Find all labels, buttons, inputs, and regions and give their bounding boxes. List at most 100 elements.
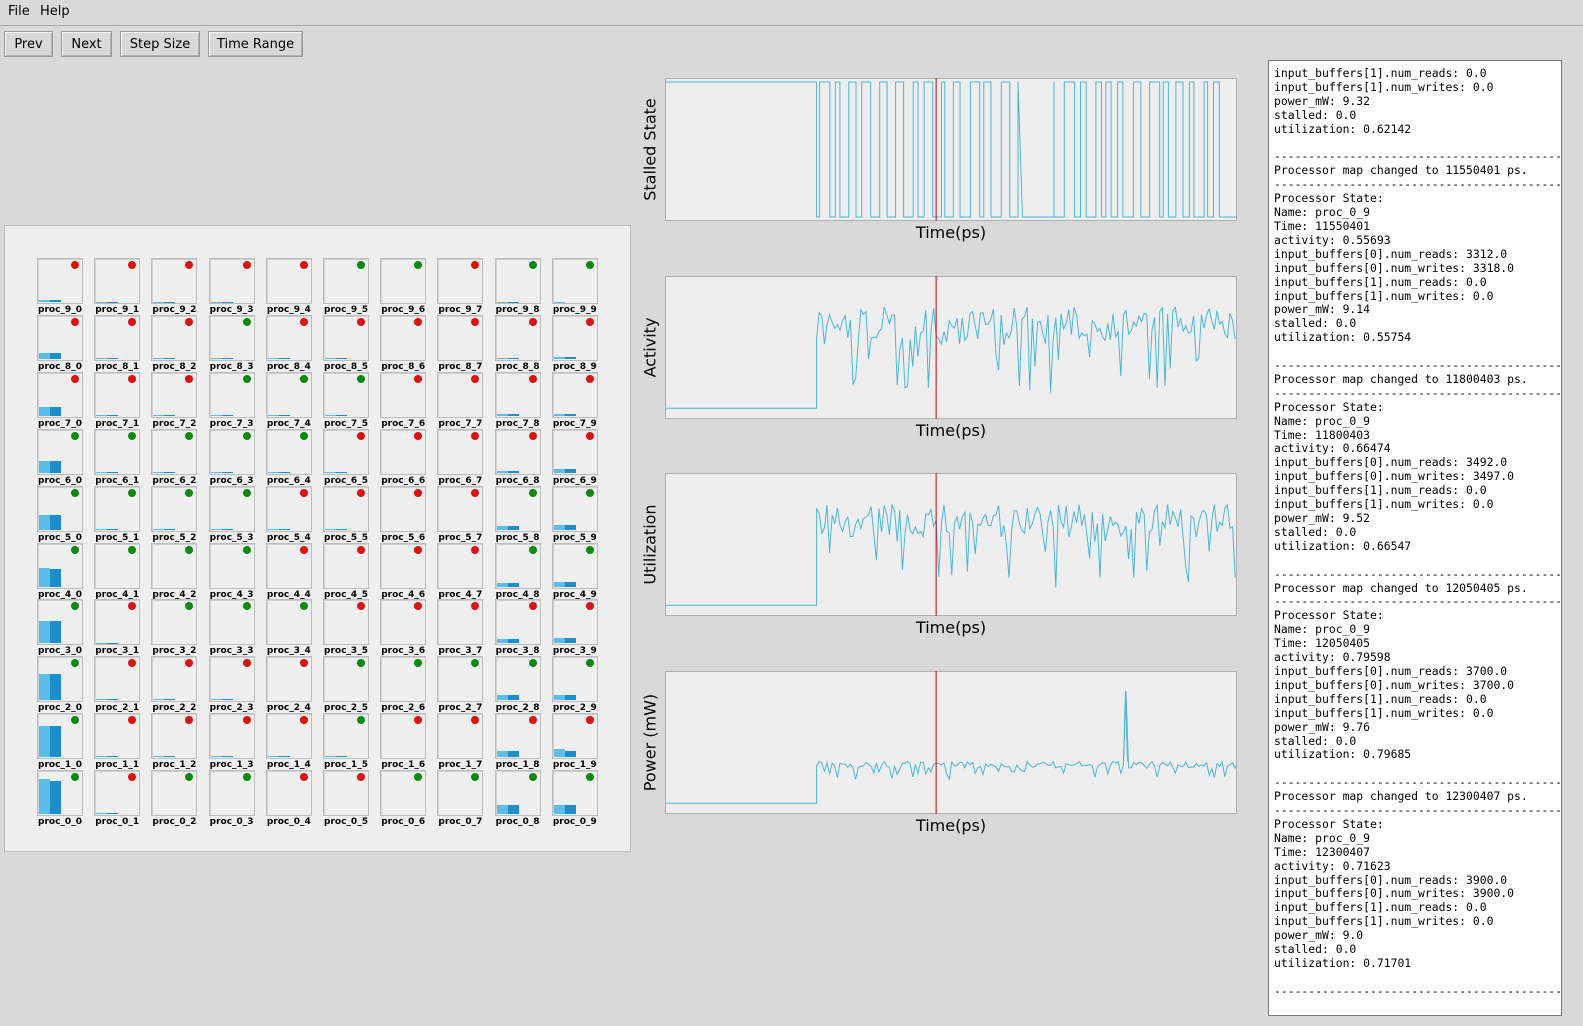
- proc-cell-proc_8_3[interactable]: [208, 314, 255, 361]
- proc-cell-proc_2_2[interactable]: [151, 656, 198, 703]
- proc-cell-proc_7_3[interactable]: [208, 371, 255, 418]
- proc-cell-proc_5_0[interactable]: [37, 485, 83, 532]
- proc-cell-proc_9_3[interactable]: [208, 258, 255, 304]
- proc-cell-proc_1_5[interactable]: [323, 713, 369, 760]
- proc-cell-proc_9_9[interactable]: [551, 258, 598, 304]
- proc-cell-proc_9_6[interactable]: [380, 258, 427, 304]
- proc-cell-proc_0_1[interactable]: [94, 770, 141, 817]
- proc-cell-proc_1_0[interactable]: [37, 713, 83, 760]
- proc-cell-proc_7_6[interactable]: [380, 371, 427, 418]
- proc-cell-proc_8_9[interactable]: [551, 314, 598, 361]
- time-range-button[interactable]: Time Range: [208, 31, 303, 57]
- log-panel[interactable]: input_buffers[1].num_reads: 0.0 input_bu…: [1268, 60, 1562, 1016]
- proc-cell-proc_1_7[interactable]: [437, 713, 484, 760]
- proc-cell-proc_3_4[interactable]: [265, 599, 312, 646]
- proc-cell-proc_4_0[interactable]: [37, 542, 83, 589]
- proc-cell-proc_9_1[interactable]: [94, 258, 141, 304]
- proc-cell-proc_0_0[interactable]: [37, 770, 83, 817]
- proc-cell-proc_6_8[interactable]: [494, 428, 541, 475]
- proc-cell-proc_5_4[interactable]: [265, 485, 312, 532]
- proc-cell-proc_1_8[interactable]: [494, 713, 541, 760]
- proc-cell-proc_9_0[interactable]: [37, 258, 83, 304]
- proc-cell-proc_2_9[interactable]: [551, 656, 598, 703]
- proc-cell-proc_5_1[interactable]: [94, 485, 141, 532]
- proc-cell-proc_4_3[interactable]: [208, 542, 255, 589]
- proc-cell-proc_1_3[interactable]: [208, 713, 255, 760]
- proc-cell-proc_3_5[interactable]: [323, 599, 369, 646]
- proc-cell-proc_7_9[interactable]: [551, 371, 598, 418]
- proc-cell-proc_5_8[interactable]: [494, 485, 541, 532]
- proc-cell-proc_9_7[interactable]: [437, 258, 484, 304]
- proc-cell-proc_0_5[interactable]: [323, 770, 369, 817]
- proc-cell-proc_9_5[interactable]: [323, 258, 369, 304]
- proc-cell-proc_4_7[interactable]: [437, 542, 484, 589]
- proc-cell-proc_5_7[interactable]: [437, 485, 484, 532]
- proc-cell-proc_8_1[interactable]: [94, 314, 141, 361]
- proc-cell-proc_6_5[interactable]: [323, 428, 369, 475]
- proc-cell-proc_8_7[interactable]: [437, 314, 484, 361]
- proc-cell-proc_3_1[interactable]: [94, 599, 141, 646]
- proc-cell-proc_4_4[interactable]: [265, 542, 312, 589]
- proc-cell-proc_3_0[interactable]: [37, 599, 83, 646]
- proc-cell-proc_6_9[interactable]: [551, 428, 598, 475]
- next-button[interactable]: Next: [61, 31, 112, 57]
- proc-cell-proc_1_2[interactable]: [151, 713, 198, 760]
- proc-cell-proc_8_8[interactable]: [494, 314, 541, 361]
- proc-cell-proc_6_6[interactable]: [380, 428, 427, 475]
- proc-cell-proc_3_8[interactable]: [494, 599, 541, 646]
- proc-cell-proc_6_1[interactable]: [94, 428, 141, 475]
- proc-cell-proc_3_9[interactable]: [551, 599, 598, 646]
- proc-cell-proc_6_0[interactable]: [37, 428, 83, 475]
- proc-cell-proc_3_3[interactable]: [208, 599, 255, 646]
- proc-cell-proc_1_1[interactable]: [94, 713, 141, 760]
- proc-cell-proc_4_2[interactable]: [151, 542, 198, 589]
- proc-cell-proc_2_1[interactable]: [94, 656, 141, 703]
- proc-cell-proc_0_4[interactable]: [265, 770, 312, 817]
- proc-cell-proc_1_4[interactable]: [265, 713, 312, 760]
- proc-cell-proc_3_6[interactable]: [380, 599, 427, 646]
- proc-cell-proc_5_9[interactable]: [551, 485, 598, 532]
- proc-cell-proc_4_5[interactable]: [323, 542, 369, 589]
- proc-cell-proc_0_9[interactable]: [551, 770, 598, 817]
- proc-cell-proc_8_2[interactable]: [151, 314, 198, 361]
- proc-cell-proc_4_9[interactable]: [551, 542, 598, 589]
- proc-cell-proc_8_6[interactable]: [380, 314, 427, 361]
- proc-cell-proc_0_2[interactable]: [151, 770, 198, 817]
- proc-cell-proc_7_5[interactable]: [323, 371, 369, 418]
- proc-cell-proc_4_1[interactable]: [94, 542, 141, 589]
- proc-cell-proc_9_2[interactable]: [151, 258, 198, 304]
- proc-cell-proc_8_4[interactable]: [265, 314, 312, 361]
- proc-cell-proc_2_3[interactable]: [208, 656, 255, 703]
- proc-cell-proc_7_8[interactable]: [494, 371, 541, 418]
- proc-cell-proc_6_3[interactable]: [208, 428, 255, 475]
- proc-cell-proc_5_6[interactable]: [380, 485, 427, 532]
- proc-cell-proc_3_2[interactable]: [151, 599, 198, 646]
- proc-cell-proc_2_5[interactable]: [323, 656, 369, 703]
- step-size-button[interactable]: Step Size: [120, 31, 200, 57]
- proc-cell-proc_0_8[interactable]: [494, 770, 541, 817]
- proc-cell-proc_7_1[interactable]: [94, 371, 141, 418]
- proc-cell-proc_8_5[interactable]: [323, 314, 369, 361]
- log-scrollbar[interactable]: [1562, 60, 1583, 1016]
- proc-cell-proc_1_6[interactable]: [380, 713, 427, 760]
- proc-cell-proc_2_6[interactable]: [380, 656, 427, 703]
- proc-cell-proc_7_4[interactable]: [265, 371, 312, 418]
- proc-cell-proc_8_0[interactable]: [37, 314, 83, 361]
- proc-cell-proc_4_8[interactable]: [494, 542, 541, 589]
- proc-cell-proc_2_4[interactable]: [265, 656, 312, 703]
- proc-cell-proc_5_3[interactable]: [208, 485, 255, 532]
- proc-cell-proc_9_8[interactable]: [494, 258, 541, 304]
- menu-help[interactable]: Help: [40, 4, 70, 19]
- proc-cell-proc_6_2[interactable]: [151, 428, 198, 475]
- proc-cell-proc_3_7[interactable]: [437, 599, 484, 646]
- proc-cell-proc_9_4[interactable]: [265, 258, 312, 304]
- proc-cell-proc_7_7[interactable]: [437, 371, 484, 418]
- proc-cell-proc_7_2[interactable]: [151, 371, 198, 418]
- proc-cell-proc_1_9[interactable]: [551, 713, 598, 760]
- proc-cell-proc_0_6[interactable]: [380, 770, 427, 817]
- prev-button[interactable]: Prev: [4, 31, 53, 57]
- proc-cell-proc_2_8[interactable]: [494, 656, 541, 703]
- proc-cell-proc_2_7[interactable]: [437, 656, 484, 703]
- proc-cell-proc_6_4[interactable]: [265, 428, 312, 475]
- proc-cell-proc_0_7[interactable]: [437, 770, 484, 817]
